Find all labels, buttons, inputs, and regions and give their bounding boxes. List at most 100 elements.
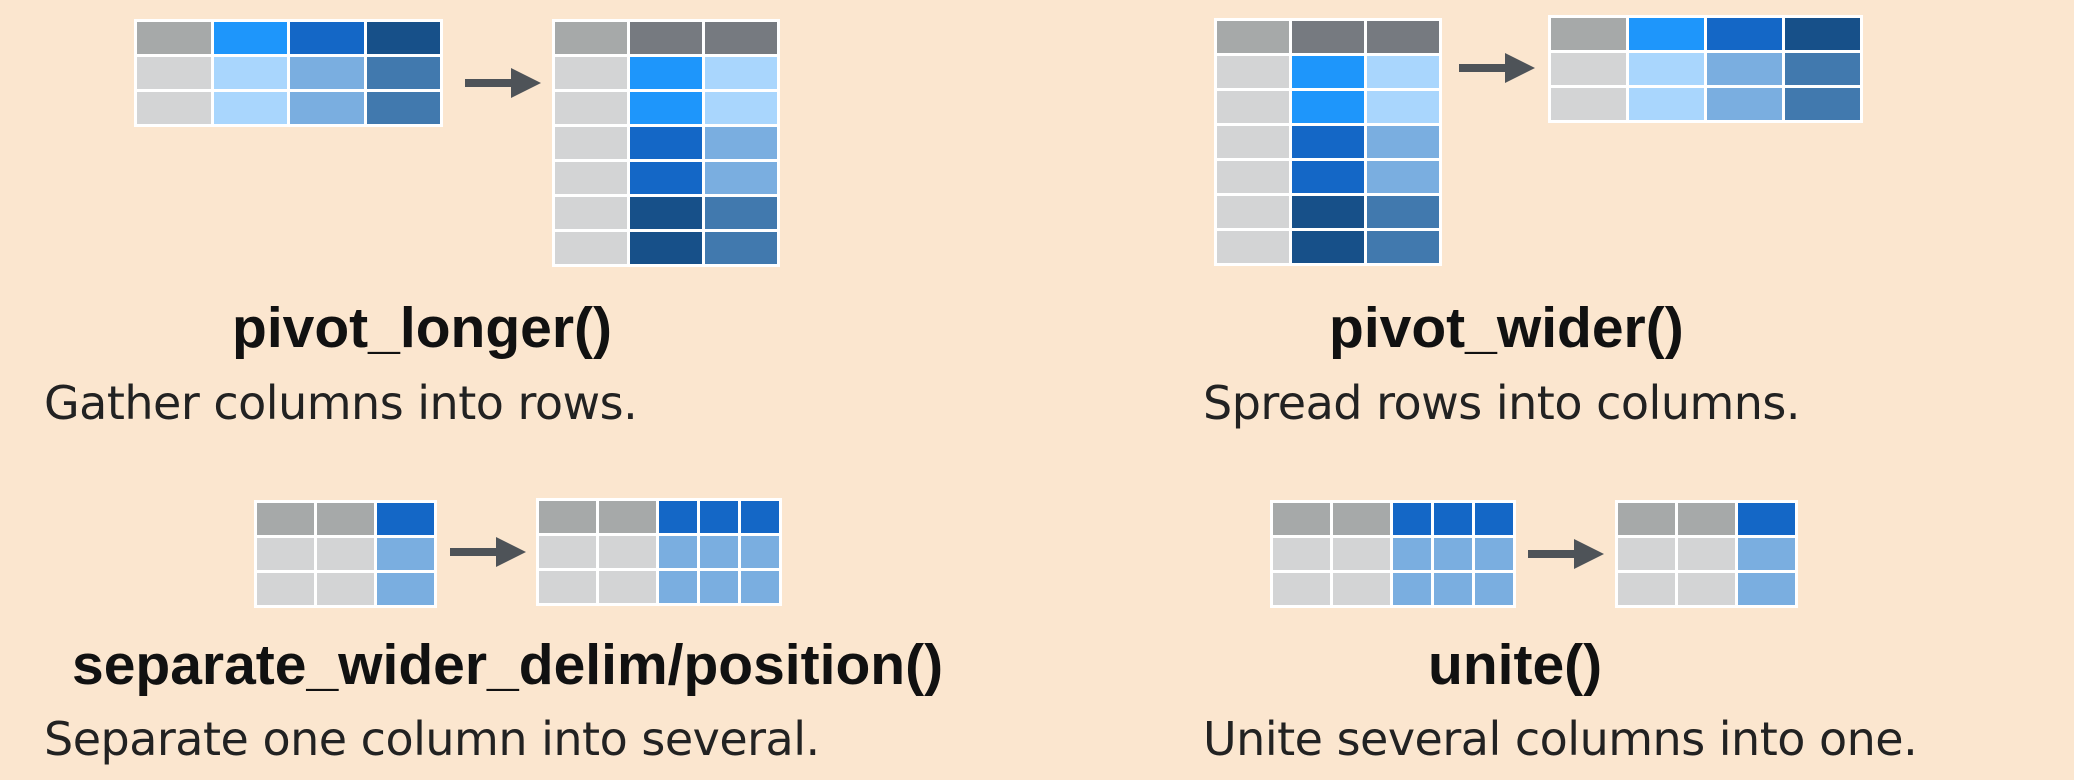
separate-before-table-cell — [257, 573, 314, 605]
unite-description: Unite several columns into one. — [1203, 712, 1918, 766]
pivot-longer-before-table-cell — [137, 57, 211, 89]
unite-arrow-icon — [1528, 539, 1604, 569]
separate-before-table-header-cell — [317, 503, 374, 535]
pivot-wider-before-table-cell — [1367, 91, 1439, 123]
pivot-longer-after-table-cell — [705, 127, 777, 159]
pivot-wider-after-table — [1548, 15, 1863, 123]
pivot-longer-after-table-cell — [555, 127, 627, 159]
unite-before-table — [1270, 500, 1516, 608]
pivot-longer-description: Gather columns into rows. — [44, 376, 638, 430]
pivot-wider-before-table-header-cell — [1292, 21, 1364, 53]
pivot-longer-arrow-icon — [465, 68, 541, 98]
pivot-wider-before-table-cell — [1217, 91, 1289, 123]
unite-before-table-header-cell — [1475, 503, 1513, 535]
pivot-longer-after-table-cell — [555, 232, 627, 264]
pivot-wider-after-table-cell — [1707, 88, 1782, 120]
unite-after-table-cell — [1678, 538, 1735, 570]
pivot-longer-before-table-header-cell — [213, 22, 287, 54]
pivot-longer-after-table-cell — [630, 92, 702, 124]
pivot-wider-before-table-cell — [1217, 56, 1289, 88]
pivot-wider-after-table-header-cell — [1785, 18, 1860, 50]
unite-after-table-header-cell — [1678, 503, 1735, 535]
pivot-longer-before-table-cell — [366, 57, 440, 89]
pivot-longer-after-table-cell — [705, 92, 777, 124]
pivot-wider-before-table-cell — [1292, 91, 1364, 123]
separate-after-table-cell — [599, 571, 656, 603]
pivot-wider-before-table-cell — [1217, 196, 1289, 228]
pivot-wider-before-table-cell — [1367, 161, 1439, 193]
pivot-wider-arrow-icon — [1459, 53, 1535, 83]
pivot-wider-before-table — [1214, 18, 1442, 266]
unite-before-table-header-cell — [1333, 503, 1390, 535]
pivot-longer-after-table-cell — [630, 162, 702, 194]
pivot-longer-after-table-cell — [705, 57, 777, 89]
pivot-wider-title: pivot_wider() — [1329, 296, 1684, 360]
pivot-longer-before-table-cell — [213, 92, 287, 124]
pivot-wider-description: Spread rows into columns. — [1203, 376, 1801, 430]
separate-arrow-icon — [450, 537, 526, 567]
separate-after-table-cell — [539, 536, 596, 568]
separate-before-table — [254, 500, 437, 608]
separate-after-table — [536, 498, 782, 606]
pivot-wider-before-table-cell — [1292, 161, 1364, 193]
pivot-wider-before-table-cell — [1367, 196, 1439, 228]
pivot-wider-before-table-cell — [1292, 231, 1364, 263]
pivot-longer-after-table-cell — [630, 232, 702, 264]
unite-after-table-header-cell — [1618, 503, 1675, 535]
pivot-longer-after-table-header-cell — [630, 22, 702, 54]
pivot-wider-before-table-cell — [1217, 231, 1289, 263]
pivot-longer-after-table-cell — [705, 232, 777, 264]
pivot-wider-after-table-cell — [1629, 88, 1704, 120]
pivot-wider-before-table-cell — [1292, 126, 1364, 158]
separate-after-table-cell — [700, 571, 738, 603]
separate-after-table-header-cell — [599, 501, 656, 533]
pivot-longer-after-table-cell — [555, 92, 627, 124]
separate-before-table-cell — [377, 538, 434, 570]
pivot-longer-before-table-cell — [366, 92, 440, 124]
pivot-wider-after-table-cell — [1551, 53, 1626, 85]
pivot-wider-before-table-cell — [1292, 56, 1364, 88]
pivot-longer-after-table-cell — [630, 127, 702, 159]
pivot-longer-before-table-cell — [213, 57, 287, 89]
unite-before-table-header-cell — [1434, 503, 1472, 535]
unite-before-table-header-cell — [1273, 503, 1330, 535]
pivot-wider-after-table-cell — [1785, 53, 1860, 85]
separate-after-table-cell — [700, 536, 738, 568]
unite-before-table-cell — [1273, 573, 1330, 605]
separate-after-table-header-cell — [700, 501, 738, 533]
unite-after-table-cell — [1738, 538, 1795, 570]
separate-after-table-cell — [659, 571, 697, 603]
unite-after-table — [1615, 500, 1798, 608]
unite-after-table-cell — [1738, 573, 1795, 605]
pivot-longer-before-table-cell — [290, 57, 364, 89]
unite-title: unite() — [1428, 633, 1603, 697]
separate-after-table-cell — [599, 536, 656, 568]
pivot-longer-after-table-cell — [555, 162, 627, 194]
separate-after-table-cell — [741, 536, 779, 568]
separate-after-table-cell — [539, 571, 596, 603]
pivot-longer-before-table-header-cell — [366, 22, 440, 54]
unite-before-table-cell — [1434, 538, 1472, 570]
separate-after-table-cell — [741, 571, 779, 603]
separate-before-table-cell — [317, 538, 374, 570]
pivot-wider-before-table-cell — [1367, 126, 1439, 158]
unite-before-table-cell — [1393, 538, 1431, 570]
pivot-wider-after-table-cell — [1629, 53, 1704, 85]
pivot-longer-before-table-cell — [137, 92, 211, 124]
separate-before-table-cell — [317, 573, 374, 605]
separate-before-table-cell — [257, 538, 314, 570]
pivot-wider-before-table-cell — [1217, 161, 1289, 193]
separate-description: Separate one column into several. — [44, 712, 820, 766]
separate-before-table-header-cell — [257, 503, 314, 535]
unite-before-table-header-cell — [1393, 503, 1431, 535]
separate-before-table-header-cell — [377, 503, 434, 535]
separate-after-table-header-cell — [539, 501, 596, 533]
pivot-longer-before-table — [134, 19, 443, 127]
pivot-longer-after-table-cell — [630, 57, 702, 89]
pivot-wider-after-table-header-cell — [1551, 18, 1626, 50]
pivot-longer-title: pivot_longer() — [232, 296, 612, 360]
pivot-longer-after-table-cell — [630, 197, 702, 229]
pivot-longer-after-table-cell — [555, 57, 627, 89]
separate-title: separate_wider_delim/position() — [72, 633, 944, 697]
separate-after-table-header-cell — [659, 501, 697, 533]
